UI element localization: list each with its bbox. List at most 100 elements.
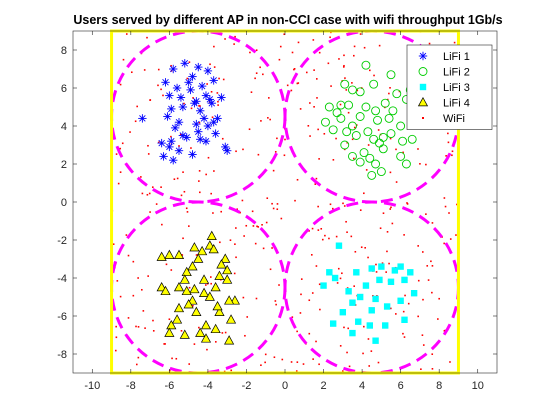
wifi-user-point [137,356,140,359]
lifi-4-user-point [214,306,225,316]
lifi-2-user-point [392,89,402,99]
x-tick-label: -10 [84,380,100,392]
wifi-user-point [318,158,320,160]
wifi-user-point [315,340,317,343]
lifi-4-user-point [171,314,183,324]
wifi-user-point [419,163,421,165]
lifi-2-user-point [369,79,379,89]
lifi-4-user-point [195,327,206,337]
wifi-user-point [385,271,387,273]
lifi-4-user-point [206,230,217,240]
lifi-3-user-point [326,269,333,276]
wifi-user-point [188,286,191,289]
wifi-user-point [428,42,431,45]
wifi-user-point [215,341,217,343]
wifi-user-point [206,83,208,85]
wifi-user-point [216,92,219,94]
lifi-1-user-point [209,76,218,85]
wifi-user-point [193,343,196,345]
wifi-user-point [363,325,365,328]
wifi-user-point [290,361,293,363]
wifi-user-point [377,129,380,131]
wifi-user-point [373,74,375,77]
y-tick-label: -6 [57,311,67,323]
lifi-4-user-point [212,300,223,311]
wifi-user-point [388,262,390,265]
wifi-user-point [115,336,118,339]
wifi-user-point [265,221,268,224]
wifi-user-point [179,133,182,136]
lifi-4-user-point [197,245,208,256]
lifi-4-user-point [210,323,221,334]
wifi-user-point [367,338,370,340]
x-tick-label: 6 [398,380,404,392]
wifi-user-point [351,82,353,84]
wifi-user-point [119,171,122,173]
wifi-user-point [448,212,450,214]
lifi-3-user-point [349,299,356,306]
wifi-user-point [190,147,192,149]
lifi-1-user-point [184,78,193,87]
lifi-4-user-point [183,299,194,309]
lifi-2-user-point [359,148,369,158]
lifi-1-user-point [157,138,166,148]
lifi-2-user-point [355,112,365,121]
lifi-2-user-point [371,106,381,116]
lifi-2-user-point [396,151,406,161]
wifi-user-point [180,194,183,197]
lifi-3-user-point [383,303,391,310]
wifi-user-point [360,246,363,249]
lifi-1-user-point [190,99,199,108]
wifi-user-point [342,370,344,372]
lifi-4-user-point [208,243,219,254]
wifi-user-point [142,310,145,312]
y-tick-label: 0 [61,197,67,209]
wifi-user-point [353,126,356,129]
wifi-user-point [328,237,330,240]
wifi-user-point [363,192,365,195]
x-tick-label: -8 [126,380,136,392]
legend-marker-lifi-1 [418,51,428,61]
wifi-user-point [190,107,193,110]
lifi-1-user-point [165,91,174,100]
wifi-user-point [125,234,128,236]
wifi-user-point [210,282,212,285]
wifi-user-point [234,35,236,38]
lifi-3-user-point [331,274,339,282]
x-tick-label: -4 [203,380,213,392]
wifi-user-point [296,330,298,333]
lifi-2-user-point [361,60,371,70]
wifi-user-point [296,82,299,85]
wifi-user-point [246,316,249,318]
wifi-user-point [329,36,331,39]
legend-label-lifi-1: LiFi 1 [443,51,470,63]
wifi-user-point [121,142,124,145]
lifi-4-user-point [187,261,198,271]
x-tick-label: 8 [436,380,442,392]
wifi-user-point [389,208,392,210]
wifi-user-point [272,207,275,210]
wifi-user-point [261,224,263,226]
wifi-user-point [447,132,449,135]
wifi-user-point [406,203,409,205]
wifi-user-point [235,256,237,259]
wifi-user-point [274,300,277,302]
wifi-user-point [119,295,122,298]
wifi-user-point [291,51,294,54]
wifi-user-point [148,192,151,195]
wifi-user-point [250,91,253,93]
wifi-user-point [281,358,284,361]
wifi-user-point [451,154,453,157]
legend-marker-wifi [422,117,424,119]
legend-label-wifi: WiFi [443,113,465,125]
wifi-user-point [329,203,332,206]
lifi-3-user-point [397,297,404,304]
wifi-user-point [402,151,404,154]
lifi-4-user-point [173,281,185,292]
wifi-user-point [390,307,392,310]
lifi-4-user-point [222,274,233,284]
wifi-user-point [274,151,277,153]
lifi-1-user-point [203,66,213,76]
wifi-user-point [417,315,419,318]
wifi-user-point [431,265,434,267]
